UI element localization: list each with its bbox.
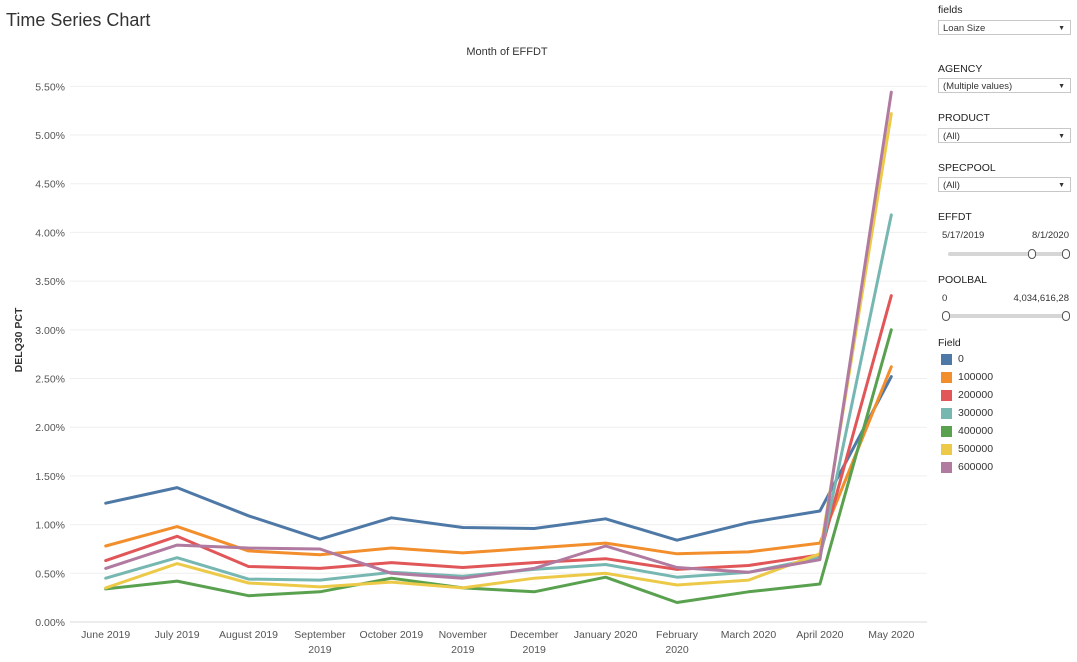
x-tick-label: April 2020 [796,629,843,641]
x-tick-label: July 2019 [155,629,200,641]
x-tick-label: December 2019 [510,629,559,656]
poolbal-max-value: 4,034,616,28 [1013,293,1069,304]
effdt-slider-handle-max[interactable] [1062,249,1070,259]
effdt-filter-label: EFFDT [938,211,972,223]
series-line-400000[interactable] [104,328,893,604]
x-tick-label: January 2020 [574,629,638,641]
agency-dropdown-value: (Multiple values) [943,81,1013,92]
fields-filter-label: fields [938,4,963,16]
x-tick-label: August 2019 [219,629,278,641]
x-tick-label: February 2020 [656,629,699,656]
specpool-dropdown[interactable]: (All) ▼ [938,177,1071,192]
legend-label: 0 [958,353,964,365]
y-tick-label: 4.00% [35,227,65,239]
legend-swatch [941,408,952,419]
x-tick-label: November 2019 [439,629,488,656]
fields-dropdown-value: Loan Size [943,23,986,34]
y-tick-label: 3.00% [35,325,65,337]
x-tick-label: May 2020 [868,629,914,641]
legend-label: 600000 [958,461,994,473]
chevron-down-icon: ▼ [1058,25,1065,32]
product-dropdown[interactable]: (All) ▼ [938,128,1071,143]
y-tick-label: 1.50% [35,471,65,483]
y-tick-label: 5.00% [35,130,65,142]
effdt-slider-handle-min[interactable] [1028,249,1036,259]
chart-title: Month of EFFDT [466,46,548,58]
chevron-down-icon: ▼ [1058,182,1065,189]
poolbal-filter-label: POOLBAL [938,274,988,286]
effdt-min-value: 5/17/2019 [942,230,985,241]
agency-dropdown[interactable]: (Multiple values) ▼ [938,78,1071,93]
y-tick-label: 4.50% [35,179,65,191]
agency-filter-label: AGENCY [938,63,983,75]
poolbal-slider-track[interactable] [944,314,1066,318]
series-line-500000[interactable] [104,112,893,590]
legend-swatch [941,372,952,383]
legend-swatch [941,390,952,401]
legend-label: 100000 [958,371,994,383]
legend-swatch [941,354,952,365]
legend-label: 400000 [958,425,994,437]
effdt-max-value: 8/1/2020 [1032,230,1069,241]
series-line-0[interactable] [104,375,893,542]
legend-title: Field [938,337,961,349]
legend-label: 500000 [958,443,994,455]
specpool-dropdown-value: (All) [943,180,960,191]
y-tick-label: 1.00% [35,520,65,532]
y-tick-label: 0.50% [35,568,65,580]
poolbal-slider-handle-max[interactable] [1062,311,1070,321]
poolbal-min-value: 0 [942,293,948,304]
product-dropdown-value: (All) [943,131,960,142]
legend-label: 200000 [958,389,994,401]
series-line-200000[interactable] [104,294,893,571]
series-line-600000[interactable] [104,90,893,580]
x-tick-label: October 2019 [360,629,424,641]
effdt-slider-track[interactable] [948,252,1070,256]
y-tick-label: 0.00% [35,617,65,629]
x-tick-label: March 2020 [721,629,777,641]
y-tick-label: 2.00% [35,422,65,434]
y-tick-label: 5.50% [35,81,65,93]
product-filter-label: PRODUCT [938,112,990,124]
chevron-down-icon: ▼ [1058,83,1065,90]
x-tick-label: September 2019 [294,629,346,656]
y-axis-label: DELQ30 PCT [13,307,25,372]
poolbal-slider-handle-min[interactable] [942,311,950,321]
line-chart: Month of EFFDT DELQ30 PCT 0.00% 0.50% 1.00… [13,46,927,656]
chevron-down-icon: ▼ [1058,133,1065,140]
legend-swatch [941,462,952,473]
page-title: Time Series Chart [6,10,151,30]
y-tick-label: 2.50% [35,374,65,386]
legend-label: 300000 [958,407,994,419]
y-tick-label: 3.50% [35,276,65,288]
legend-swatch [941,426,952,437]
fields-dropdown[interactable]: Loan Size ▼ [938,20,1071,35]
legend-swatch [941,444,952,455]
x-tick-label: June 2019 [81,629,130,641]
series-line-300000[interactable] [104,213,893,582]
specpool-filter-label: SPECPOOL [938,162,996,174]
